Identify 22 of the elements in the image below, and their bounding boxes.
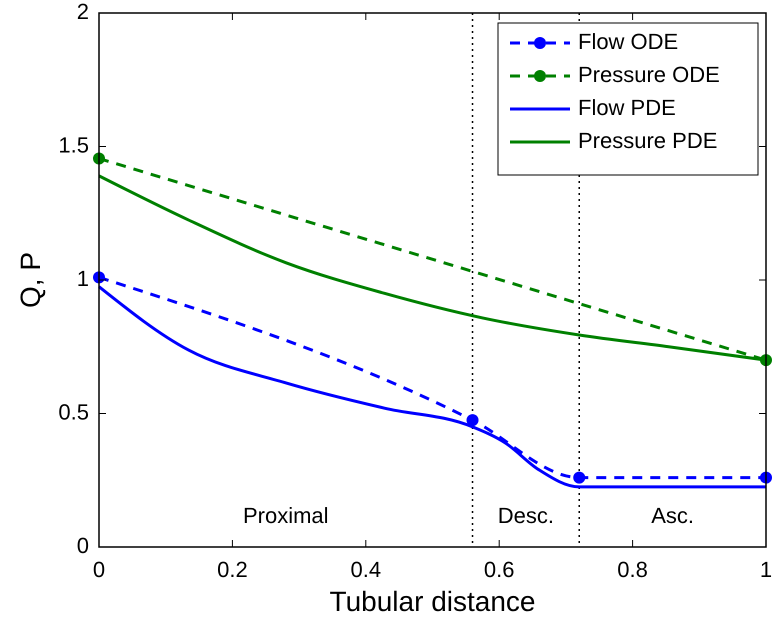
legend-label: Flow PDE: [578, 94, 676, 120]
legend-label: Pressure ODE: [578, 62, 720, 87]
y-tick-label: 2: [76, 0, 89, 24]
x-tick-label: 1: [760, 557, 772, 582]
x-tick-label: 0.2: [217, 557, 248, 582]
annotation: Asc.: [651, 502, 694, 528]
x-axis-title: Tubular distance: [330, 586, 536, 617]
x-tick-label: 0.4: [350, 557, 382, 582]
legend-label: Flow ODE: [578, 28, 678, 54]
annotation: Proximal: [242, 502, 329, 528]
point: [573, 472, 586, 484]
x-tick-label: 0: [92, 557, 106, 582]
y-tick-label: 0.5: [58, 399, 89, 424]
x-tick-label: 0.6: [484, 557, 514, 582]
point: [466, 414, 479, 426]
y-tick-label: 0: [76, 532, 89, 558]
y-tick-label: 1.5: [58, 132, 89, 158]
y-tick-label: 1: [76, 266, 89, 291]
annotation: Desc.: [498, 502, 554, 528]
legend-label: Pressure PDE: [578, 128, 718, 153]
y-axis-title: Q, P: [15, 252, 46, 308]
x-tick-label: 0.8: [617, 557, 648, 582]
